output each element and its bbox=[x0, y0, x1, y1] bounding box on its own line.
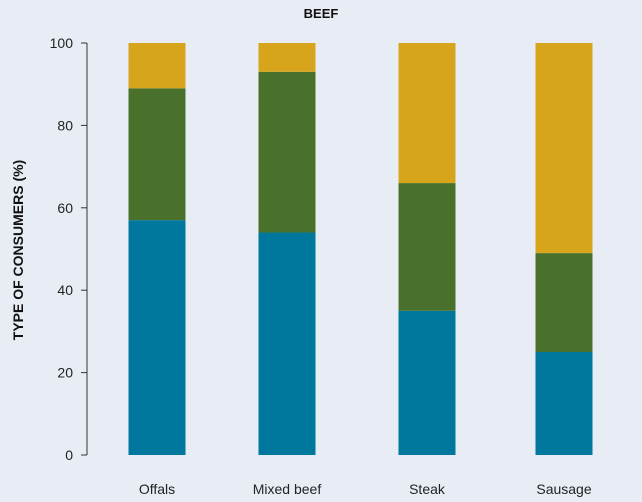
x-category-label: Offals bbox=[139, 481, 175, 497]
bar-segment-sausage-2 bbox=[535, 253, 593, 352]
x-category-label: Steak bbox=[409, 481, 446, 497]
x-category-label: Sausage bbox=[536, 481, 591, 497]
bar-segment-mixed-beef-1 bbox=[258, 232, 316, 455]
bar-segment-mixed-beef-2 bbox=[258, 71, 316, 233]
bar-segment-offals-3 bbox=[128, 43, 186, 89]
chart-title: BEEF bbox=[303, 6, 339, 21]
y-tick-label: 60 bbox=[57, 200, 73, 216]
y-tick-label: 40 bbox=[57, 282, 73, 298]
y-tick-label: 20 bbox=[57, 365, 73, 381]
y-axis: 0 20 40 60 80 100 bbox=[50, 35, 88, 463]
bar-segment-steak-2 bbox=[398, 183, 456, 311]
bar-segment-sausage-3 bbox=[535, 43, 593, 254]
y-tick-label: 80 bbox=[57, 117, 73, 133]
bar-segment-steak-1 bbox=[398, 310, 456, 455]
y-axis-label: TYPE OF CONSUMERS (%) bbox=[10, 160, 26, 340]
x-axis-labels: Offals Mixed beef Steak Sausage bbox=[139, 481, 592, 497]
bar-segment-offals-1 bbox=[128, 220, 186, 455]
bar-segment-steak-3 bbox=[398, 43, 456, 184]
x-category-label: Mixed beef bbox=[253, 481, 322, 497]
bar-segment-sausage-1 bbox=[535, 352, 593, 455]
bar-segment-offals-2 bbox=[128, 88, 186, 221]
bar-segment-mixed-beef-3 bbox=[258, 43, 316, 72]
bars-group bbox=[128, 43, 593, 455]
y-tick-label: 0 bbox=[65, 447, 73, 463]
y-tick-label: 100 bbox=[50, 35, 74, 51]
